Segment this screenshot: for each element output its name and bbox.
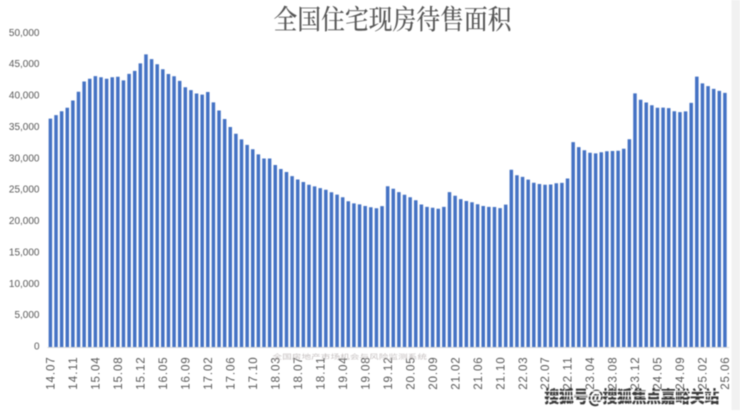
svg-text:45,000: 45,000 (9, 59, 40, 70)
svg-text:17.10: 17.10 (248, 357, 260, 390)
svg-text:21.06: 21.06 (473, 357, 485, 390)
svg-text:22.07: 22.07 (540, 357, 552, 390)
svg-text:23.08: 23.08 (608, 357, 620, 390)
svg-text:30,000: 30,000 (9, 153, 40, 164)
svg-text:5,000: 5,000 (14, 310, 39, 321)
svg-text:17.06: 17.06 (226, 357, 238, 390)
svg-text:21.10: 21.10 (495, 357, 507, 390)
svg-text:20.05: 20.05 (405, 357, 417, 390)
svg-text:19.04: 19.04 (338, 357, 350, 390)
svg-text:21.02: 21.02 (450, 357, 462, 390)
svg-text:15.04: 15.04 (91, 357, 103, 390)
svg-text:23.12: 23.12 (630, 357, 642, 390)
svg-text:14.07: 14.07 (46, 357, 58, 390)
svg-text:18.07: 18.07 (293, 357, 305, 390)
svg-text:20,000: 20,000 (9, 216, 40, 227)
svg-text:24.05: 24.05 (653, 357, 665, 390)
svg-text:25.06: 25.06 (720, 357, 732, 390)
svg-text:19.12: 19.12 (383, 357, 395, 390)
svg-text:23.04: 23.04 (585, 357, 597, 390)
svg-text:40,000: 40,000 (9, 91, 40, 102)
svg-text:0: 0 (34, 342, 40, 353)
svg-text:22.11: 22.11 (563, 357, 575, 390)
svg-text:18.03: 18.03 (270, 357, 282, 390)
svg-text:16.09: 16.09 (181, 357, 193, 390)
svg-text:17.02: 17.02 (203, 357, 215, 390)
svg-text:35,000: 35,000 (9, 122, 40, 133)
svg-text:10,000: 10,000 (9, 279, 40, 290)
svg-text:24.09: 24.09 (675, 357, 687, 390)
svg-text:15,000: 15,000 (9, 248, 40, 259)
svg-text:15.08: 15.08 (113, 357, 125, 390)
svg-text:18.11: 18.11 (315, 357, 327, 390)
svg-text:20.09: 20.09 (428, 357, 440, 390)
svg-text:25,000: 25,000 (9, 185, 40, 196)
svg-text:22.03: 22.03 (518, 357, 530, 390)
svg-text:15.12: 15.12 (136, 357, 148, 390)
svg-text:16.05: 16.05 (158, 357, 170, 390)
svg-text:25.02: 25.02 (698, 357, 710, 390)
svg-text:50,000: 50,000 (9, 28, 40, 39)
svg-text:19.08: 19.08 (360, 357, 372, 390)
svg-text:14.11: 14.11 (68, 357, 80, 390)
